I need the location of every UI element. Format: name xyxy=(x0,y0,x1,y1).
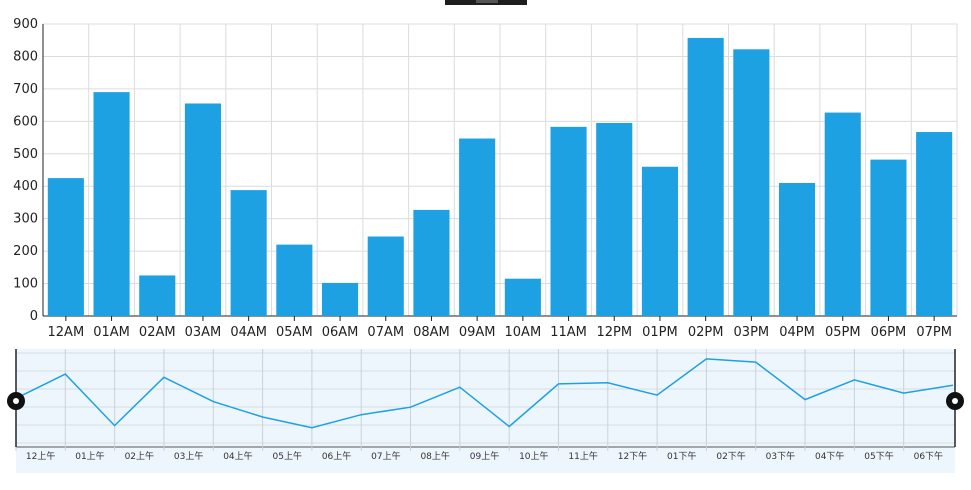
navigator-tick-label: 12下午 xyxy=(618,450,647,462)
bar[interactable] xyxy=(321,282,359,316)
navigator-tick-label: 08上午 xyxy=(420,450,449,462)
navigator-tick-label: 07上午 xyxy=(371,450,400,462)
y-tick-label: 200 xyxy=(13,244,38,259)
navigator-tick-label: 10上午 xyxy=(519,450,548,462)
navigator-tick-label: 12上午 xyxy=(26,450,55,462)
x-tick-label: 07PM xyxy=(916,325,952,340)
navigator-tick-label: 04下午 xyxy=(815,450,844,462)
navigator-tick-label: 02下午 xyxy=(716,450,745,462)
navigator-tick-label: 05下午 xyxy=(864,450,893,462)
navigator-tick-label: 01上午 xyxy=(75,450,104,462)
y-tick-label: 400 xyxy=(13,179,38,194)
navigator-tick-label: 11上午 xyxy=(568,450,597,462)
x-tick-label: 11AM xyxy=(550,325,587,340)
navigator-tick-label: 04上午 xyxy=(223,450,252,462)
x-tick-label: 04AM xyxy=(230,325,267,340)
bar-chart: 0 100 200 300 400 500 600 700 800 900 12AM 01AM 02AM… xyxy=(13,17,958,340)
x-tick-label: 02PM xyxy=(688,325,724,340)
scroll-thumb-grip[interactable] xyxy=(476,0,498,3)
y-tick-label: 700 xyxy=(13,82,38,97)
left-range-handle-grip[interactable] xyxy=(13,398,19,404)
bar[interactable] xyxy=(93,92,130,316)
bar[interactable] xyxy=(47,178,84,316)
y-tick-label: 600 xyxy=(13,114,38,129)
bar[interactable] xyxy=(413,209,450,316)
x-tick-label: 03PM xyxy=(734,325,770,340)
y-tick-label: 100 xyxy=(13,277,38,292)
x-tick-label: 09AM xyxy=(459,325,496,340)
x-tick-label: 05PM xyxy=(825,325,861,340)
navigator-tick-label: 03上午 xyxy=(174,450,203,462)
x-tick-label: 03AM xyxy=(185,325,222,340)
navigator-tick-label: 05上午 xyxy=(273,450,302,462)
navigator-tick-label: 06下午 xyxy=(914,450,943,462)
bar[interactable] xyxy=(230,190,267,316)
bar[interactable] xyxy=(687,37,724,316)
bar[interactable] xyxy=(367,236,404,316)
y-tick-label: 0 xyxy=(30,309,38,324)
bar[interactable] xyxy=(550,126,587,316)
bar[interactable] xyxy=(824,112,861,316)
navigator-tick-label: 01下午 xyxy=(667,450,696,462)
bar[interactable] xyxy=(778,182,816,316)
x-tick-label: 04PM xyxy=(779,325,815,340)
x-tick-label: 06AM xyxy=(322,325,359,340)
bar[interactable] xyxy=(596,122,633,316)
bar[interactable] xyxy=(276,244,313,316)
bar[interactable] xyxy=(733,49,770,316)
x-tick-label: 07AM xyxy=(367,325,404,340)
bar[interactable] xyxy=(184,103,222,316)
x-tick-label: 02AM xyxy=(139,325,176,340)
x-tick-label: 06PM xyxy=(871,325,907,340)
y-tick-label: 900 xyxy=(13,17,38,32)
y-tick-label: 500 xyxy=(13,147,38,162)
y-tick-label: 300 xyxy=(13,212,38,227)
bar[interactable] xyxy=(870,159,907,316)
bar[interactable] xyxy=(459,138,496,316)
x-tick-label: 12AM xyxy=(48,325,85,340)
x-tick-label: 08AM xyxy=(413,325,450,340)
x-tick-label: 01AM xyxy=(93,325,130,340)
x-tick-label: 10AM xyxy=(505,325,542,340)
right-range-handle-grip[interactable] xyxy=(952,398,958,404)
navigator-tick-label: 03下午 xyxy=(766,450,795,462)
navigator-line-series xyxy=(15,358,954,429)
bar[interactable] xyxy=(641,166,679,316)
navigator-tick-label: 02上午 xyxy=(125,450,154,462)
y-tick-label: 800 xyxy=(13,49,38,64)
range-navigator[interactable]: 12上午 01上午 02上午 03上午 04上午 05上午 06上午 07上午 08上午 09上午… xyxy=(7,349,964,473)
x-tick-label: 12PM xyxy=(596,325,632,340)
bar[interactable] xyxy=(916,132,953,316)
x-tick-label: 01PM xyxy=(642,325,678,340)
navigator-tick-label: 09上午 xyxy=(470,450,499,462)
navigator-tick-label: 06上午 xyxy=(322,450,351,462)
navigator-background xyxy=(16,349,955,473)
bar[interactable] xyxy=(504,278,541,316)
x-tick-label: 05AM xyxy=(276,325,313,340)
bar[interactable] xyxy=(139,275,176,316)
